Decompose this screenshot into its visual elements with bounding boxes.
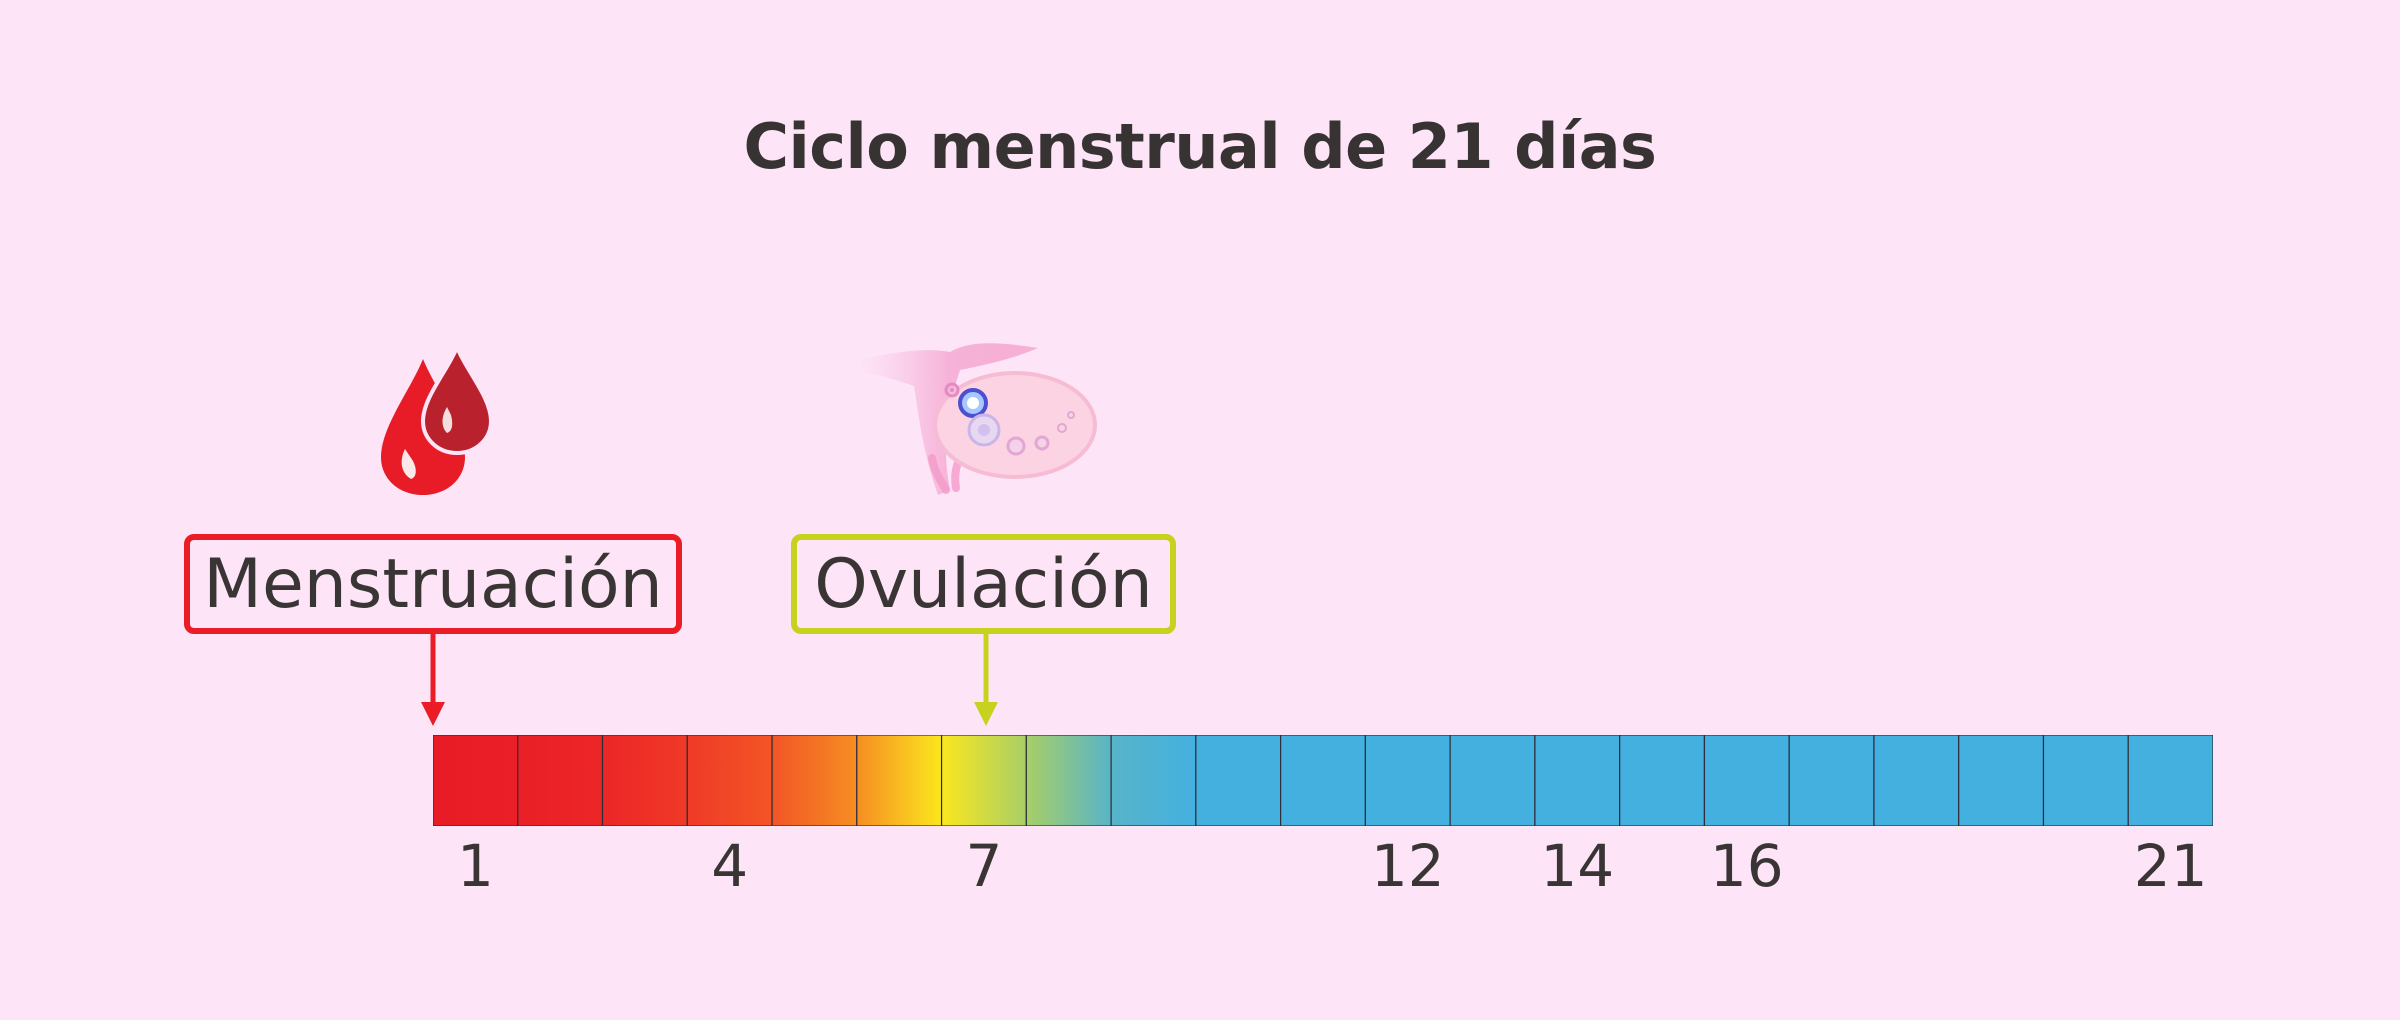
day-cell-10 bbox=[1195, 735, 1282, 826]
day-cell-4 bbox=[686, 735, 773, 826]
day-tick-16: 16 bbox=[1709, 832, 1784, 900]
day-cell-7 bbox=[940, 735, 1027, 826]
cycle-timeline-bar bbox=[433, 735, 2213, 826]
day-cell-17 bbox=[1788, 735, 1875, 826]
day-cell-2 bbox=[517, 735, 604, 826]
day-cell-5 bbox=[771, 735, 858, 826]
day-cell-19 bbox=[1958, 735, 2045, 826]
day-tick-labels: 1 4 7 12 14 16 21 bbox=[0, 832, 2400, 912]
day-tick-4: 4 bbox=[711, 832, 749, 900]
day-cell-12 bbox=[1364, 735, 1451, 826]
day-cell-8 bbox=[1025, 735, 1112, 826]
ovulation-label: Ovulación bbox=[791, 534, 1176, 634]
day-cell-18 bbox=[1873, 735, 1960, 826]
day-cell-13 bbox=[1449, 735, 1536, 826]
day-tick-7: 7 bbox=[965, 832, 1003, 900]
day-cell-6 bbox=[856, 735, 943, 826]
day-tick-14: 14 bbox=[1540, 832, 1615, 900]
day-cell-9 bbox=[1110, 735, 1197, 826]
diagram-title: Ciclo menstrual de 21 días bbox=[743, 110, 1657, 183]
day-cell-16 bbox=[1703, 735, 1790, 826]
ovulation-arrow bbox=[974, 634, 998, 726]
day-cell-1 bbox=[433, 735, 519, 826]
day-cell-3 bbox=[601, 735, 688, 826]
day-cell-15 bbox=[1619, 735, 1706, 826]
blood-drops-icon bbox=[381, 341, 494, 495]
day-cell-14 bbox=[1534, 735, 1621, 826]
day-cell-21 bbox=[2127, 735, 2213, 826]
day-tick-21: 21 bbox=[2133, 832, 2208, 900]
day-cell-20 bbox=[2042, 735, 2129, 826]
menstruation-label: Menstruación bbox=[184, 534, 682, 634]
menstruation-arrow bbox=[421, 634, 445, 726]
ovary-icon bbox=[860, 343, 1097, 495]
day-cell-11 bbox=[1280, 735, 1366, 826]
day-tick-1: 1 bbox=[456, 832, 494, 900]
day-tick-12: 12 bbox=[1370, 832, 1445, 900]
